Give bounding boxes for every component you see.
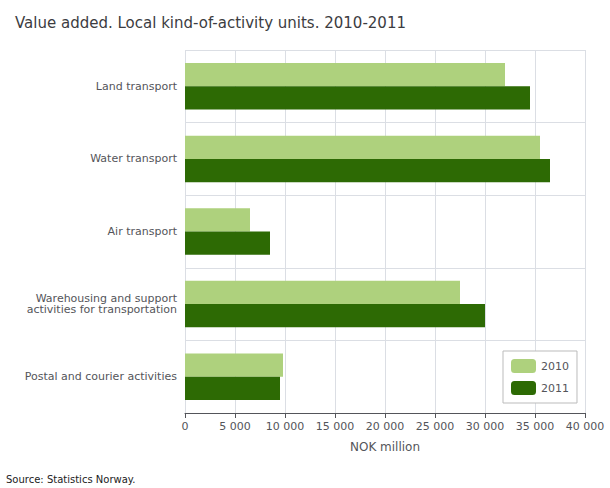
svg-text:20 000: 20 000 xyxy=(366,420,405,433)
svg-text:Water transport: Water transport xyxy=(90,152,178,165)
svg-text:Warehousing and support: Warehousing and support xyxy=(35,292,177,306)
svg-text:2010: 2010 xyxy=(541,360,569,373)
svg-text:10 000: 10 000 xyxy=(266,420,305,433)
svg-text:Source: Statistics Norway.: Source: Statistics Norway. xyxy=(6,474,135,485)
svg-text:Air transport: Air transport xyxy=(108,225,178,238)
svg-text:NOK million: NOK million xyxy=(350,440,420,454)
svg-text:30 000: 30 000 xyxy=(466,420,505,433)
svg-text:Postal and courier activities: Postal and courier activities xyxy=(25,370,177,383)
svg-text:activities for transportation: activities for transportation xyxy=(27,303,177,316)
svg-text:5 000: 5 000 xyxy=(219,420,251,433)
svg-text:2011: 2011 xyxy=(541,382,569,395)
svg-text:25 000: 25 000 xyxy=(416,420,455,433)
svg-text:40 000: 40 000 xyxy=(566,420,605,433)
svg-text:15 000: 15 000 xyxy=(316,420,355,433)
svg-text:Land transport: Land transport xyxy=(96,80,178,93)
svg-text:0: 0 xyxy=(182,420,189,433)
svg-text:35 000: 35 000 xyxy=(516,420,555,433)
svg-text:Value added. Local kind-of-act: Value added. Local kind-of-activity unit… xyxy=(15,14,406,32)
